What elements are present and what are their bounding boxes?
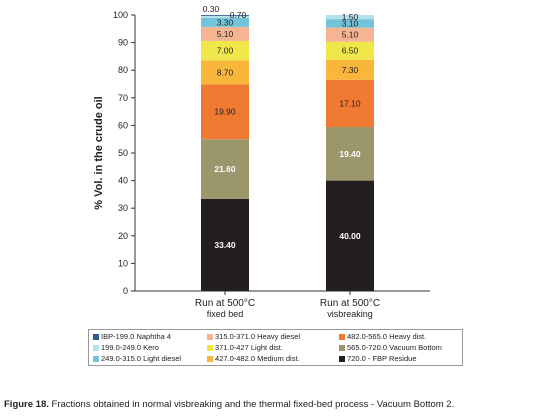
y-tick-label: 100	[113, 10, 128, 20]
data-label: 3.10	[342, 18, 359, 28]
data-label: 19.40	[339, 149, 361, 159]
legend-swatch	[339, 345, 345, 351]
bar-segment	[201, 40, 249, 61]
legend-label: 427.0-482.0 Medium dist.	[215, 354, 300, 363]
bar-segment	[201, 26, 249, 41]
stacked-bar-chart: 0 10 20 30 40 50 60 70 80 90 100 % Vol. in the crud…	[93, 4, 430, 319]
bar-segment	[201, 84, 249, 140]
legend-label: 720.0 - FBP Residue	[347, 354, 417, 363]
y-tick-label: 30	[118, 203, 128, 213]
y-axis-title: % Vol. in the crude oil	[93, 96, 105, 209]
data-label: 33.40	[214, 240, 236, 250]
y-tick-label: 50	[118, 148, 128, 158]
legend-item: 315.0-371.0 Heavy diesel	[207, 332, 300, 341]
data-label: 0.70	[230, 10, 247, 20]
data-label: 8.70	[217, 67, 234, 77]
legend-item: 427.0-482.0 Medium dist.	[207, 354, 300, 363]
data-label: 7.00	[217, 46, 234, 56]
data-label: 5.10	[217, 29, 234, 39]
bar-segment	[326, 19, 374, 28]
legend-label: 249.0-315.0 Light diesel	[101, 354, 182, 363]
bar-segment	[326, 27, 374, 42]
bar-segment	[326, 41, 374, 60]
chart-legend: IBP-199.0 Naphtha 4 199.0-249.0 Kero 249.0…	[88, 329, 463, 366]
y-tick-label: 0	[123, 286, 128, 296]
legend-swatch	[93, 356, 99, 362]
legend-item: 371.0-427 Light dist.	[207, 343, 283, 352]
legend-label: 565.0-720.0 Vacuum Bottom	[347, 343, 442, 352]
y-tick-label: 60	[118, 120, 128, 130]
bar-segment	[201, 15, 249, 16]
data-label: 17.10	[339, 98, 361, 108]
legend-swatch	[339, 356, 345, 362]
legend-label: 371.0-427 Light dist.	[215, 343, 283, 352]
bar-segment	[326, 15, 374, 20]
data-label: 19.90	[214, 107, 236, 117]
figure-caption: Figure 18. Fractions obtained in normal …	[4, 399, 454, 410]
legend-swatch	[339, 334, 345, 340]
legend-item: 249.0-315.0 Light diesel	[93, 354, 181, 363]
x-tick-label: visbreaking	[327, 309, 373, 319]
y-tick-label: 80	[118, 65, 128, 75]
y-tick-label: 20	[118, 231, 128, 241]
y-tick-label: 90	[118, 38, 128, 48]
y-tick-label: 10	[118, 258, 128, 268]
bar-segment	[326, 180, 374, 291]
legend-swatch	[207, 356, 213, 362]
legend-label: 482.0-565.0 Heavy dist.	[347, 332, 427, 341]
bar-segment	[326, 59, 374, 80]
legend-item: IBP-199.0 Naphtha 4	[93, 332, 171, 341]
x-tick-label: Run at 500°C	[195, 298, 255, 309]
data-label: 6.50	[342, 46, 359, 56]
legend-item: 720.0 - FBP Residue	[339, 354, 417, 363]
bar-segment	[326, 79, 374, 128]
y-tick-label: 40	[118, 176, 128, 186]
legend-swatch	[207, 334, 213, 340]
legend-label: 315.0-371.0 Heavy diesel	[215, 332, 301, 341]
legend-label: IBP-199.0 Naphtha 4	[101, 332, 172, 341]
bar-segment	[201, 15, 249, 18]
bar-segment	[201, 198, 249, 291]
caption-text: Fractions obtained in normal visbreaking…	[48, 399, 455, 410]
data-label: 0.30	[203, 4, 220, 14]
x-tick-label: Run at 500°C	[320, 298, 380, 309]
data-label: 21.60	[214, 164, 236, 174]
legend-swatch	[93, 334, 99, 340]
bar-segment	[201, 17, 249, 27]
bar-segment	[201, 60, 249, 85]
legend-swatch	[207, 345, 213, 351]
caption-label: Figure 18.	[4, 399, 49, 410]
bar-segment	[326, 127, 374, 181]
x-tick-label: fixed bed	[207, 309, 244, 319]
legend-item: 482.0-565.0 Heavy dist.	[339, 332, 426, 341]
y-tick-label: 70	[118, 93, 128, 103]
data-label: 40.00	[339, 231, 361, 241]
data-label: 7.30	[342, 65, 359, 75]
data-label: 1.50	[342, 12, 359, 22]
legend-label: 199.0-249.0 Kero	[101, 343, 159, 352]
data-label: 5.10	[342, 30, 359, 40]
legend-swatch	[93, 345, 99, 351]
legend-item: 199.0-249.0 Kero	[93, 343, 159, 352]
bar-segment	[201, 139, 249, 199]
legend-item: 565.0-720.0 Vacuum Bottom	[339, 343, 442, 352]
data-label: 3.30	[217, 17, 234, 27]
